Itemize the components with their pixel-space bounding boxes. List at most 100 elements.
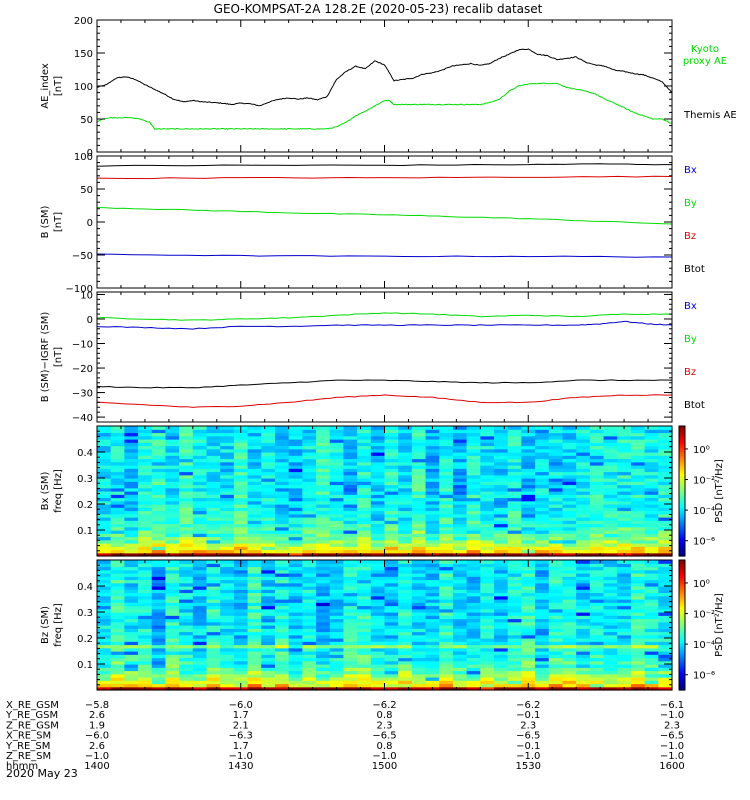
spectrogram-cell — [535, 560, 550, 564]
spectrogram-cell — [110, 468, 125, 473]
spectrogram-cell — [617, 586, 632, 590]
spectrogram-cell — [151, 546, 167, 551]
x-table-value: 1.7 — [233, 741, 249, 752]
spectrogram-cell — [603, 494, 618, 499]
spectrogram-cell — [494, 686, 509, 691]
spectrogram-cell — [343, 641, 358, 646]
spectrogram-cell — [535, 683, 550, 688]
spectrogram-cell — [233, 504, 249, 508]
spectrogram-cell — [411, 612, 427, 616]
spectrogram-cell — [452, 638, 468, 642]
spectrogram-cell — [110, 599, 125, 603]
spectrogram-cell — [384, 478, 399, 482]
spectrogram-cell — [411, 465, 427, 469]
spectrogram-cell — [562, 592, 577, 597]
spectrogram-cell — [97, 602, 112, 607]
spectrogram-cell — [494, 461, 509, 466]
spectrogram-cell — [521, 455, 536, 460]
spectrogram-cell — [603, 481, 618, 486]
spectrogram-cell — [274, 442, 290, 447]
spectrogram-cell — [206, 647, 221, 652]
spectrogram-cell — [151, 539, 167, 544]
spectrogram-cell — [206, 520, 221, 525]
spectrogram-cell — [274, 455, 290, 460]
spectrogram-cell — [589, 510, 605, 515]
spectrogram-cell — [617, 660, 632, 665]
spectrogram-cell — [439, 566, 454, 571]
spectrogram-cell — [398, 670, 413, 675]
spectrogram-cell — [247, 442, 262, 447]
spectrogram-cell — [288, 442, 303, 447]
spectrogram-cell — [151, 526, 167, 531]
spectrogram-cell — [452, 608, 468, 613]
spectrogram-cell — [439, 474, 454, 479]
spectrogram-cell — [220, 638, 235, 642]
spectrogram-cell — [384, 660, 399, 665]
spectrogram-cell — [439, 543, 454, 547]
spectrogram-cell — [329, 595, 345, 600]
series-line-kyoto-proxy-ae — [96, 82, 673, 130]
spectrogram-cell — [357, 657, 372, 662]
spectrogram-cell — [589, 667, 605, 672]
spectrogram-cell — [274, 478, 290, 482]
spectrogram-cell — [261, 455, 276, 460]
spectrogram-cell — [261, 560, 276, 564]
spectrogram-cell — [576, 517, 591, 521]
spectrogram-cell — [110, 458, 125, 463]
spectrogram-cell — [206, 552, 221, 557]
spectrogram-cell — [233, 608, 249, 613]
spectrogram-cell — [206, 677, 221, 681]
spectrogram-cell — [658, 448, 673, 453]
spectrogram-cell — [658, 573, 673, 577]
spectrogram-cell — [439, 634, 454, 639]
spectrogram-cell — [398, 654, 413, 659]
spectrogram-cell — [110, 546, 125, 551]
spectrogram-cell — [124, 605, 139, 610]
spectrogram-cell — [630, 599, 646, 603]
spectrogram-cell — [480, 513, 495, 518]
spectrogram-cell — [138, 533, 153, 538]
spectrogram-cell — [507, 439, 522, 443]
spectrogram-cell — [452, 683, 468, 688]
spectrogram-cell — [630, 435, 646, 440]
spectrogram-cell — [535, 468, 550, 473]
spectrogram-cell — [562, 686, 577, 691]
spectrogram-cell — [603, 605, 618, 610]
spectrogram-cell — [274, 560, 290, 564]
colorbar-segment — [679, 454, 685, 457]
spectrogram-cell — [206, 543, 221, 547]
spectrogram-cell — [480, 549, 495, 554]
spectrogram-cell — [343, 458, 358, 463]
spectrogram-cell — [576, 458, 591, 463]
spectrogram-cell — [466, 628, 481, 633]
spectrogram-cell — [507, 426, 522, 430]
colorbar-tick-label: 10⁻² — [693, 476, 715, 487]
spectrogram-cell — [576, 569, 591, 574]
spectrogram-cell — [603, 677, 618, 681]
spectrogram-cell — [165, 435, 180, 440]
spectrogram-cell — [617, 563, 632, 568]
colorbar-segment — [679, 458, 685, 462]
spectrogram-cell — [521, 468, 536, 473]
spectrogram-cell — [576, 465, 591, 469]
spectrogram-cell — [247, 471, 262, 476]
spectrogram-cell — [521, 491, 536, 495]
spectrogram-cell — [165, 452, 180, 456]
spectrogram-cell — [316, 569, 331, 574]
spectrogram-cell — [220, 654, 235, 659]
spectrogram-cell — [329, 654, 345, 659]
spectrogram-cell — [425, 647, 440, 652]
spectrogram-cell — [302, 654, 317, 659]
spectrogram-cell — [247, 618, 262, 623]
spectrogram-cell — [97, 638, 112, 642]
spectrogram-cell — [302, 595, 317, 600]
spectrogram-cell — [452, 487, 468, 492]
spectrogram-cell — [562, 602, 577, 607]
spectrogram-cell — [644, 660, 659, 665]
colorbar-segment — [679, 482, 685, 486]
spectrogram-cell — [220, 487, 235, 492]
spectrogram-cell — [110, 478, 125, 482]
spectrogram-cell — [425, 573, 440, 577]
spectrogram-cell — [206, 576, 221, 581]
